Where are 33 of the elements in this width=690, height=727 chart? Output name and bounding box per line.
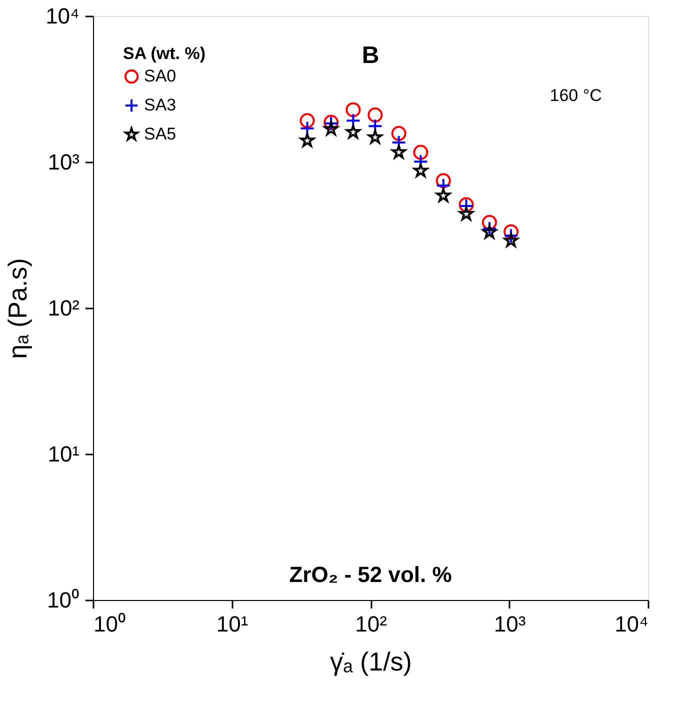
point (346, 102, 361, 118)
annotation: ZrO₂ - 52 vol. % (289, 562, 452, 587)
point (504, 224, 519, 240)
x-tick-label: 10⁰ (94, 612, 126, 636)
point (368, 130, 382, 144)
y-tick-label: 10² (48, 296, 80, 320)
point (436, 173, 451, 188)
y-axis-title: ηₐ (Pa.s) (2, 258, 33, 359)
point (482, 214, 497, 230)
y-tick-label: 10⁰ (47, 588, 80, 612)
legend-label: SA0 (144, 66, 176, 86)
point (413, 144, 428, 160)
y-tick-label: 10¹ (48, 442, 80, 466)
point (413, 163, 428, 178)
point (482, 224, 497, 239)
x-tick-label: 10¹ (216, 612, 248, 636)
point (368, 107, 383, 122)
point (392, 144, 406, 159)
x-tick-label: 10² (355, 612, 387, 636)
y-tick-label: 10⁴ (46, 4, 80, 28)
point (346, 113, 361, 128)
x-axis-title: γ̇ₐ (1/s) (330, 646, 412, 676)
x-tick-label: 10⁴ (614, 612, 648, 636)
legend-label: SA3 (144, 96, 176, 114)
legend-label: SA5 (144, 124, 176, 144)
point (300, 113, 315, 128)
x-tick-label: 10³ (494, 612, 526, 636)
annotation: 160 °C (550, 86, 602, 105)
legend-title: SA (wt. %) (123, 44, 206, 63)
annotation: B (362, 42, 380, 69)
point (391, 126, 406, 141)
y-tick-label: 10³ (48, 150, 80, 174)
point (300, 120, 315, 136)
